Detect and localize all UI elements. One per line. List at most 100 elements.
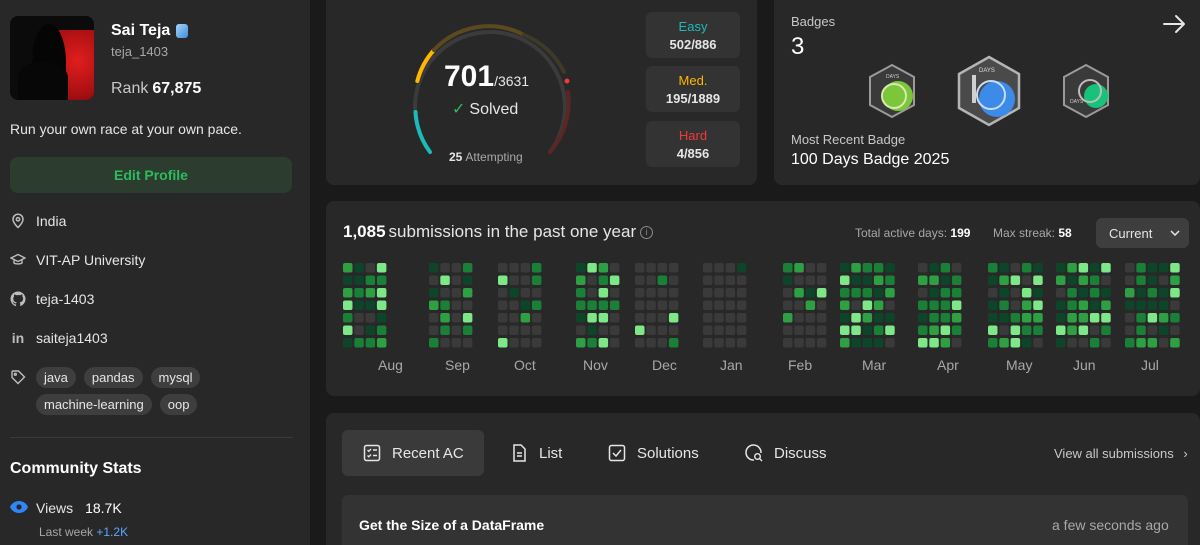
heatmap-cell[interactable]	[609, 275, 620, 286]
heatmap-cell[interactable]	[885, 313, 895, 323]
heatmap-cell[interactable]	[1125, 275, 1135, 286]
heatmap-cell[interactable]	[862, 338, 873, 348]
heatmap-cell[interactable]	[343, 288, 353, 298]
tab-solutions[interactable]: Solutions	[607, 430, 699, 476]
heatmap-cell[interactable]	[805, 338, 816, 348]
heatmap-cell[interactable]	[862, 263, 873, 273]
heatmap-cell[interactable]	[509, 275, 519, 286]
heatmap-cell[interactable]	[1170, 325, 1180, 336]
heatmap-cell[interactable]	[714, 288, 724, 298]
heatmap-cell[interactable]	[429, 338, 439, 348]
heatmap-cell[interactable]	[918, 338, 928, 348]
heatmap-cell[interactable]	[531, 325, 542, 336]
heatmap-cell[interactable]	[343, 263, 353, 273]
heatmap-cell[interactable]	[598, 263, 609, 273]
heatmap-cell[interactable]	[929, 313, 939, 323]
heatmap-cell[interactable]	[725, 313, 736, 323]
heatmap-cell[interactable]	[598, 313, 609, 323]
heatmap-cell[interactable]	[1021, 338, 1032, 348]
heatmap-cell[interactable]	[918, 325, 928, 336]
heatmap-cell[interactable]	[531, 313, 542, 323]
heatmap-cell[interactable]	[816, 288, 827, 298]
heatmap-cell[interactable]	[1033, 300, 1043, 311]
heatmap-cell[interactable]	[794, 288, 804, 298]
heatmap-cell[interactable]	[1147, 275, 1158, 286]
heatmap-cell[interactable]	[1010, 313, 1021, 323]
heatmap-cell[interactable]	[1078, 300, 1089, 311]
heatmap-cell[interactable]	[668, 263, 679, 273]
heatmap-cell[interactable]	[794, 338, 804, 348]
heatmap-cell[interactable]	[783, 300, 793, 311]
heatmap-cell[interactable]	[1136, 325, 1146, 336]
heatmap-cell[interactable]	[354, 300, 364, 311]
heatmap-cell[interactable]	[951, 263, 962, 273]
heatmap-cell[interactable]	[498, 325, 508, 336]
heatmap-cell[interactable]	[1147, 325, 1158, 336]
heatmap-cell[interactable]	[1021, 288, 1032, 298]
heatmap-cell[interactable]	[635, 288, 645, 298]
heatmap-cell[interactable]	[376, 338, 387, 348]
heatmap-cell[interactable]	[1101, 263, 1111, 273]
heatmap-cell[interactable]	[840, 288, 850, 298]
heatmap-cell[interactable]	[714, 263, 724, 273]
heatmap-cell[interactable]	[576, 338, 586, 348]
heatmap-cell[interactable]	[714, 313, 724, 323]
heatmap-cell[interactable]	[885, 288, 895, 298]
heatmap-cell[interactable]	[354, 338, 364, 348]
heatmap-cell[interactable]	[918, 263, 928, 273]
heatmap-cell[interactable]	[1125, 300, 1135, 311]
heatmap-cell[interactable]	[725, 325, 736, 336]
heatmap-cell[interactable]	[929, 300, 939, 311]
heatmap-cell[interactable]	[851, 338, 861, 348]
heatmap-cell[interactable]	[462, 263, 473, 273]
heatmap-cell[interactable]	[354, 325, 364, 336]
heatmap-cell[interactable]	[354, 288, 364, 298]
heatmap-cell[interactable]	[940, 288, 951, 298]
heatmap-cell[interactable]	[440, 263, 450, 273]
heatmap-cell[interactable]	[999, 325, 1009, 336]
heatmap-cell[interactable]	[805, 263, 816, 273]
heatmap-cell[interactable]	[1021, 325, 1032, 336]
heatmap-cell[interactable]	[343, 338, 353, 348]
heatmap-cell[interactable]	[498, 300, 508, 311]
heatmap-cell[interactable]	[520, 300, 531, 311]
badge-100-days-icon[interactable]: DAYS	[955, 55, 1023, 127]
heatmap-cell[interactable]	[1089, 275, 1100, 286]
heatmap-cell[interactable]	[576, 288, 586, 298]
heatmap-cell[interactable]	[1101, 275, 1111, 286]
submission-title[interactable]: Get the Size of a DataFrame	[359, 517, 545, 533]
heatmap-cell[interactable]	[531, 300, 542, 311]
heatmap-cell[interactable]	[1078, 338, 1089, 348]
heatmap-cell[interactable]	[714, 300, 724, 311]
heatmap-cell[interactable]	[885, 325, 895, 336]
heatmap-cell[interactable]	[794, 313, 804, 323]
heatmap-cell[interactable]	[609, 325, 620, 336]
heatmap-cell[interactable]	[736, 313, 747, 323]
heatmap-cell[interactable]	[1147, 338, 1158, 348]
heatmap-cell[interactable]	[988, 325, 998, 336]
heatmap-cell[interactable]	[805, 288, 816, 298]
heatmap-cell[interactable]	[1125, 313, 1135, 323]
heatmap-cell[interactable]	[509, 300, 519, 311]
heatmap-cell[interactable]	[587, 263, 597, 273]
heatmap-cell[interactable]	[840, 338, 850, 348]
heatmap-cell[interactable]	[873, 313, 884, 323]
badge-50-days-icon[interactable]: DAYS	[864, 63, 920, 119]
heatmap-cell[interactable]	[1101, 325, 1111, 336]
heatmap-cell[interactable]	[657, 313, 668, 323]
heatmap-cell[interactable]	[725, 263, 736, 273]
heatmap-cell[interactable]	[1010, 300, 1021, 311]
heatmap-cell[interactable]	[587, 338, 597, 348]
heatmap-cell[interactable]	[1089, 313, 1100, 323]
heatmap-cell[interactable]	[1056, 263, 1066, 273]
hard-stat[interactable]: Hard 4/856	[646, 121, 740, 167]
heatmap-cell[interactable]	[520, 325, 531, 336]
heatmap-cell[interactable]	[703, 338, 713, 348]
heatmap-cell[interactable]	[609, 263, 620, 273]
heatmap-cell[interactable]	[988, 300, 998, 311]
heatmap-cell[interactable]	[951, 313, 962, 323]
heatmap-cell[interactable]	[668, 275, 679, 286]
heatmap-cell[interactable]	[576, 300, 586, 311]
heatmap-cell[interactable]	[354, 313, 364, 323]
heatmap-cell[interactable]	[999, 275, 1009, 286]
